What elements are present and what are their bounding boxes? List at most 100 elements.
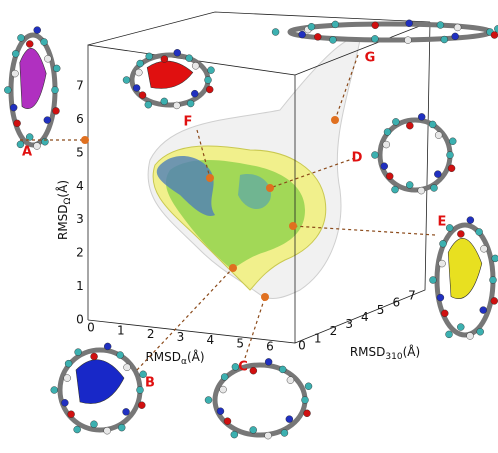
- y-tick-label: 5: [377, 303, 385, 317]
- z-tick-label: 3: [76, 212, 84, 226]
- atom: [207, 67, 214, 74]
- x-tick-label: 0: [87, 321, 95, 335]
- atom: [305, 383, 312, 390]
- atom: [446, 331, 453, 338]
- title-base: RMSD: [350, 345, 386, 359]
- y-tick-label: 3: [345, 317, 353, 331]
- structure-label: D: [352, 151, 363, 166]
- atom: [418, 113, 425, 120]
- atom: [123, 408, 130, 415]
- atom: [286, 416, 293, 423]
- atom: [308, 23, 315, 30]
- atom: [392, 186, 399, 193]
- leader-line: [245, 297, 265, 358]
- state-point: [206, 174, 214, 182]
- atom: [383, 141, 390, 148]
- atom: [492, 255, 498, 262]
- atom: [429, 277, 436, 284]
- atom: [217, 408, 224, 415]
- atom: [26, 40, 33, 47]
- atom: [404, 37, 411, 44]
- atom: [139, 92, 146, 99]
- atom: [4, 87, 11, 94]
- state-point: [266, 184, 274, 192]
- atom: [491, 32, 498, 39]
- atom: [406, 122, 413, 129]
- atom: [135, 69, 142, 76]
- atom: [435, 132, 442, 139]
- atom: [441, 310, 448, 317]
- atom: [192, 62, 199, 69]
- atom: [186, 55, 193, 62]
- z-tick-label: 7: [76, 79, 84, 93]
- atom: [17, 34, 24, 41]
- atom: [118, 424, 125, 431]
- atom: [41, 38, 48, 45]
- atom: [441, 36, 448, 43]
- atom: [480, 307, 487, 314]
- atom: [53, 65, 60, 72]
- atom: [34, 27, 41, 34]
- molecule: [272, 20, 498, 44]
- atom: [272, 29, 279, 36]
- helix-ribbon: [147, 61, 193, 88]
- atom: [161, 56, 168, 63]
- helix-ribbon: [448, 238, 482, 298]
- x-tick-label: 6: [266, 340, 274, 354]
- atom: [64, 375, 71, 382]
- atom: [467, 332, 474, 339]
- atom: [418, 187, 425, 194]
- atom: [65, 360, 72, 367]
- atom: [250, 426, 257, 433]
- atom: [477, 328, 484, 335]
- atom: [11, 70, 18, 77]
- title-base: RMSD: [145, 350, 181, 364]
- atom: [480, 245, 487, 252]
- atom: [371, 35, 378, 42]
- atom: [52, 107, 59, 114]
- title-unit: (Å): [187, 349, 205, 364]
- atom: [372, 22, 379, 29]
- title-unit: (Å): [403, 344, 421, 359]
- y-tick-label: 7: [408, 289, 416, 303]
- atom: [437, 22, 444, 29]
- structure-label: C: [238, 360, 248, 375]
- title-base: RMSD: [56, 204, 70, 240]
- atom: [494, 25, 498, 32]
- structure-label: A: [22, 145, 32, 160]
- atom: [117, 352, 124, 359]
- atom: [304, 410, 311, 417]
- atom: [10, 104, 17, 111]
- z-axis-title: RMSDΩ(Å): [55, 180, 73, 240]
- atom: [287, 377, 294, 384]
- state-point: [229, 264, 237, 272]
- x-tick-label: 4: [207, 333, 215, 347]
- atom: [137, 387, 144, 394]
- molecule: [205, 358, 312, 439]
- helix-ribbon: [20, 48, 46, 108]
- atom: [221, 373, 228, 380]
- z-tick-label: 5: [76, 145, 84, 159]
- z-tick-label: 1: [76, 279, 84, 293]
- atom: [191, 90, 198, 97]
- z-tick-label: 0: [76, 313, 84, 327]
- atom: [467, 217, 474, 224]
- atom: [299, 31, 306, 38]
- atom: [371, 152, 378, 159]
- atom: [265, 358, 272, 365]
- x-tick-label: 1: [117, 324, 125, 338]
- atom: [205, 77, 212, 84]
- atom: [52, 87, 59, 94]
- atom: [448, 165, 455, 172]
- atom: [220, 386, 227, 393]
- atom: [74, 426, 81, 433]
- z-tick-label: 6: [76, 112, 84, 126]
- state-point: [81, 136, 89, 144]
- y-tick-label: 6: [392, 296, 400, 310]
- atom: [439, 260, 446, 267]
- helix-ribbon: [76, 360, 124, 404]
- x-tick-label: 2: [147, 327, 155, 341]
- atom: [446, 224, 453, 231]
- atom: [279, 366, 286, 373]
- atom: [454, 24, 461, 31]
